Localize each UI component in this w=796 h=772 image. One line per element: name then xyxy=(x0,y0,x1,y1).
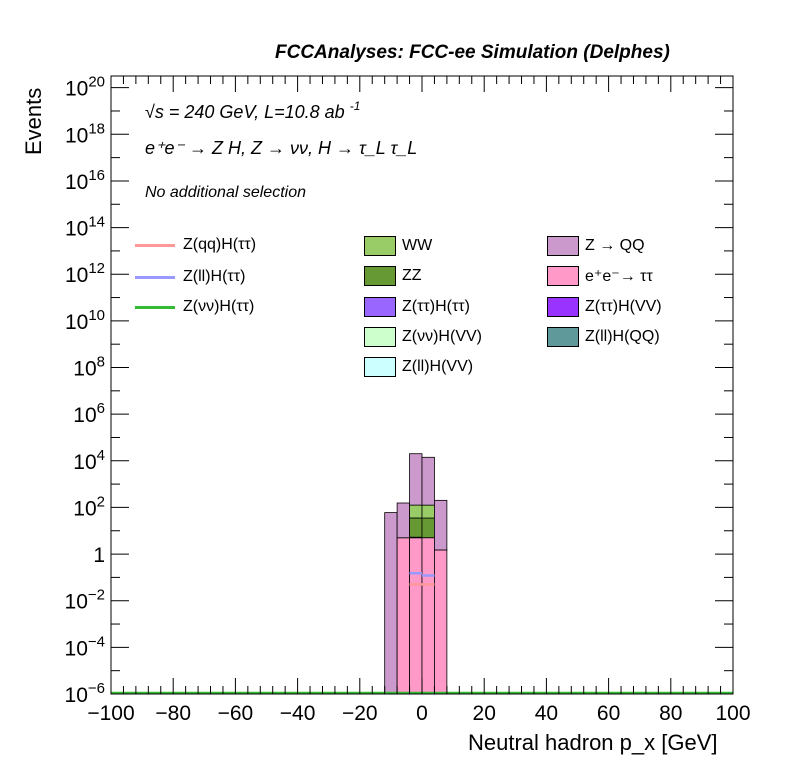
x-axis-label: Neutral hadron p_x [GeV] xyxy=(468,730,718,755)
legend-ztautau-hvv: Z(ττ)H(VV) xyxy=(547,297,662,317)
bar-Z → QQ xyxy=(384,512,398,695)
y-tick-label: 1 xyxy=(93,544,105,567)
y-tick-label: 1010 xyxy=(65,307,105,334)
y-tick-label: 1012 xyxy=(65,260,105,287)
legend-swatch xyxy=(547,266,579,286)
x-tick-label: 100 xyxy=(715,702,750,725)
process-annotation: e⁺e⁻ → Z H, Z → νν, H → τ_L τ_L xyxy=(145,138,418,158)
legend-zz: ZZ xyxy=(364,266,422,286)
y-tick-label: 108 xyxy=(73,354,105,381)
x-tick-label: −20 xyxy=(342,702,378,725)
bar-ZZ xyxy=(421,517,435,539)
legend-swatch xyxy=(364,327,396,347)
bar-ZZ xyxy=(409,517,423,538)
selection-annotation: No additional selection xyxy=(145,184,306,201)
y-tick-label: 106 xyxy=(73,400,105,427)
x-tick-label: −40 xyxy=(280,702,316,725)
legend-line-swatch xyxy=(135,275,175,279)
y-tick-label: 1016 xyxy=(65,167,105,194)
bar-e⁺e⁻→ ττ xyxy=(409,537,423,695)
bar-Z → QQ xyxy=(409,453,423,506)
legend-ee-tautau: e⁺e⁻→ ττ xyxy=(547,266,653,286)
legend-swatch xyxy=(364,236,396,256)
legend-swatch xyxy=(547,327,579,347)
x-tick-label: −100 xyxy=(87,702,134,725)
bar-WW xyxy=(421,504,435,519)
x-tick-label: 60 xyxy=(597,702,620,725)
y-tick-label: 104 xyxy=(73,447,105,474)
y-tick-label: 10−2 xyxy=(65,587,105,614)
legend-znunu-hvv: Z(νν)H(VV) xyxy=(364,327,482,347)
y-axis-ticks: 10−6 10−4 10−2 1 102 104 106 108 1010 1012 1014 101… xyxy=(65,74,733,707)
y-axis-label: Events xyxy=(21,87,46,155)
legend-zqq-htautau: Z(qq)H(ττ) xyxy=(135,236,256,254)
y-tick-label: 1018 xyxy=(65,120,105,147)
x-tick-label: 40 xyxy=(535,702,558,725)
bar-e⁺e⁻→ ττ xyxy=(396,537,410,695)
legend-zll-hqq: Z(ll)H(QQ) xyxy=(547,327,660,347)
legend-swatch xyxy=(364,357,396,377)
y-tick-label: 1014 xyxy=(65,214,105,241)
legend-swatch xyxy=(364,266,396,286)
x-tick-label: 80 xyxy=(659,702,682,725)
chart-title: FCCAnalyses: FCC-ee Simulation (Delphes) xyxy=(275,42,670,63)
legend-ww: WW xyxy=(364,236,432,256)
x-tick-label: −80 xyxy=(155,702,191,725)
bar-e⁺e⁻→ ττ xyxy=(434,549,448,695)
legend-z-qq: Z → QQ xyxy=(547,236,645,256)
y-tick-label: 1020 xyxy=(65,74,105,101)
energy-text: √s = 240 GeV, L=10.8 ab xyxy=(145,102,345,122)
bar-WW xyxy=(409,504,423,519)
legend-swatch xyxy=(364,297,396,317)
x-axis-ticks: −100 −80 −60 −40 −20 0 20 40 60 80 100 xyxy=(87,76,751,725)
bar-Z → QQ xyxy=(421,456,435,506)
legend-line-swatch xyxy=(135,305,175,309)
energy-annotation: √s = 240 GeV, L=10.8 ab -1 xyxy=(145,99,361,123)
legend-zll-hvv: Z(ll)H(VV) xyxy=(364,357,473,377)
histogram-bars xyxy=(384,453,448,695)
legend-line-swatch xyxy=(135,243,175,247)
bar-Z → QQ xyxy=(396,502,410,539)
legend-zll-htautau: Z(ll)H(ττ) xyxy=(135,268,245,286)
bar-Z → QQ xyxy=(434,499,448,551)
bar-e⁺e⁻→ ττ xyxy=(421,537,435,695)
y-tick-label: 10−6 xyxy=(65,680,105,707)
legend-ztautau-htautau: Z(ττ)H(ττ) xyxy=(364,297,470,317)
y-tick-label: 10−4 xyxy=(65,633,105,660)
x-tick-label: 20 xyxy=(473,702,496,725)
legend-swatch xyxy=(547,297,579,317)
legend-znunu-htautau: Z(νν)H(ττ) xyxy=(135,298,254,316)
y-tick-label: 102 xyxy=(73,493,105,520)
legend-swatch xyxy=(547,236,579,256)
x-tick-label: −60 xyxy=(218,702,254,725)
energy-exponent: -1 xyxy=(349,99,361,113)
line-Z(ll)H(ττ) xyxy=(409,572,435,577)
x-tick-label: 0 xyxy=(416,702,428,725)
